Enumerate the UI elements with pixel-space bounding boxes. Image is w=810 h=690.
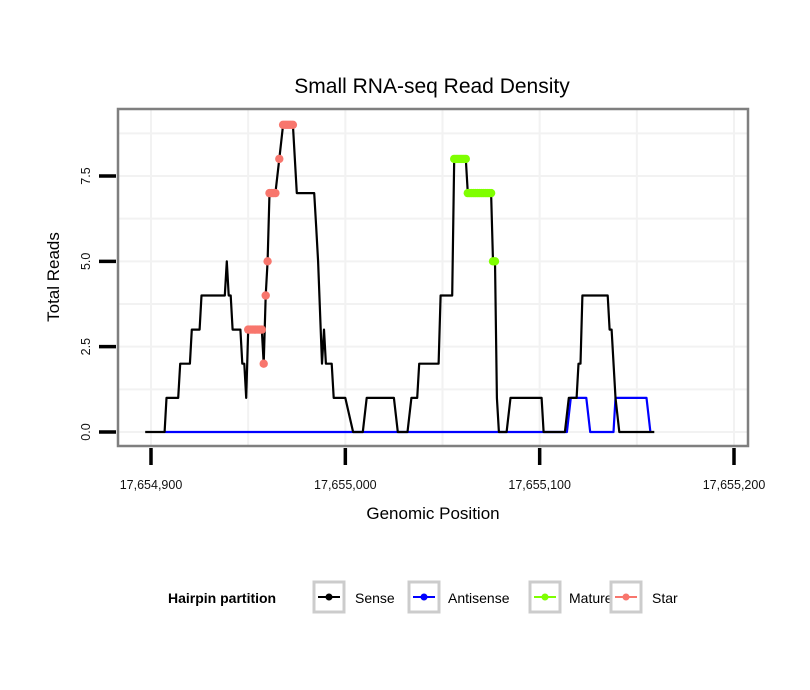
plot-panel — [116, 107, 750, 448]
x-axis-title: Genomic Position — [366, 504, 499, 523]
data-point-star — [257, 325, 266, 334]
legend-title: Hairpin partition — [168, 590, 276, 606]
legend-key-point — [541, 593, 549, 601]
x-tick-label: 17,655,100 — [508, 478, 571, 492]
legend-key-point — [325, 593, 333, 601]
data-point-mature — [461, 154, 470, 164]
data-point-star — [261, 291, 270, 300]
legend-label: Antisense — [448, 590, 510, 606]
legend-item-sense: Sense — [312, 580, 395, 614]
data-point-star — [263, 257, 272, 266]
data-point-mature — [486, 188, 496, 198]
data-point-star — [275, 154, 284, 164]
legend-key-point — [622, 593, 630, 601]
plot-border — [116, 107, 750, 448]
y-axis: 0.0 2.5 5.0 7.5 — [79, 167, 116, 441]
y-tick-label: 5.0 — [79, 253, 93, 270]
chart-title: Small RNA-seq Read Density — [294, 75, 570, 98]
legend-label: Sense — [355, 590, 395, 606]
x-axis: 17,654,900 17,655,000 17,655,100 17,655,200 — [120, 448, 766, 492]
y-tick-label: 0.0 — [79, 423, 93, 440]
x-tick-label: 17,654,900 — [120, 478, 183, 492]
legend-key-point — [420, 593, 428, 601]
plot-background — [118, 109, 748, 446]
data-point-mature — [490, 257, 500, 266]
data-point-star — [259, 359, 268, 368]
legend-label: Mature — [569, 590, 613, 606]
y-tick-label: 2.5 — [79, 338, 93, 355]
data-point-star — [271, 188, 280, 198]
legend-label: Star — [652, 590, 678, 606]
x-tick-label: 17,655,000 — [314, 478, 377, 492]
legend-item-star: Star — [609, 580, 678, 614]
legend: Hairpin partition Sense Antisense Mature St… — [168, 580, 678, 614]
series-line-antisense — [164, 396, 652, 434]
series-layer — [145, 120, 655, 434]
legend-item-antisense: Antisense — [407, 580, 510, 614]
series-line-sense — [145, 123, 655, 434]
y-tick-label: 7.5 — [79, 167, 93, 184]
series-points-star — [244, 120, 298, 368]
legend-item-mature: Mature — [528, 580, 613, 614]
y-axis-title: Total Reads — [44, 232, 63, 322]
gridlines — [118, 109, 748, 446]
series-points-mature — [450, 154, 500, 266]
x-tick-label: 17,655,200 — [703, 478, 766, 492]
data-point-star — [288, 120, 298, 129]
